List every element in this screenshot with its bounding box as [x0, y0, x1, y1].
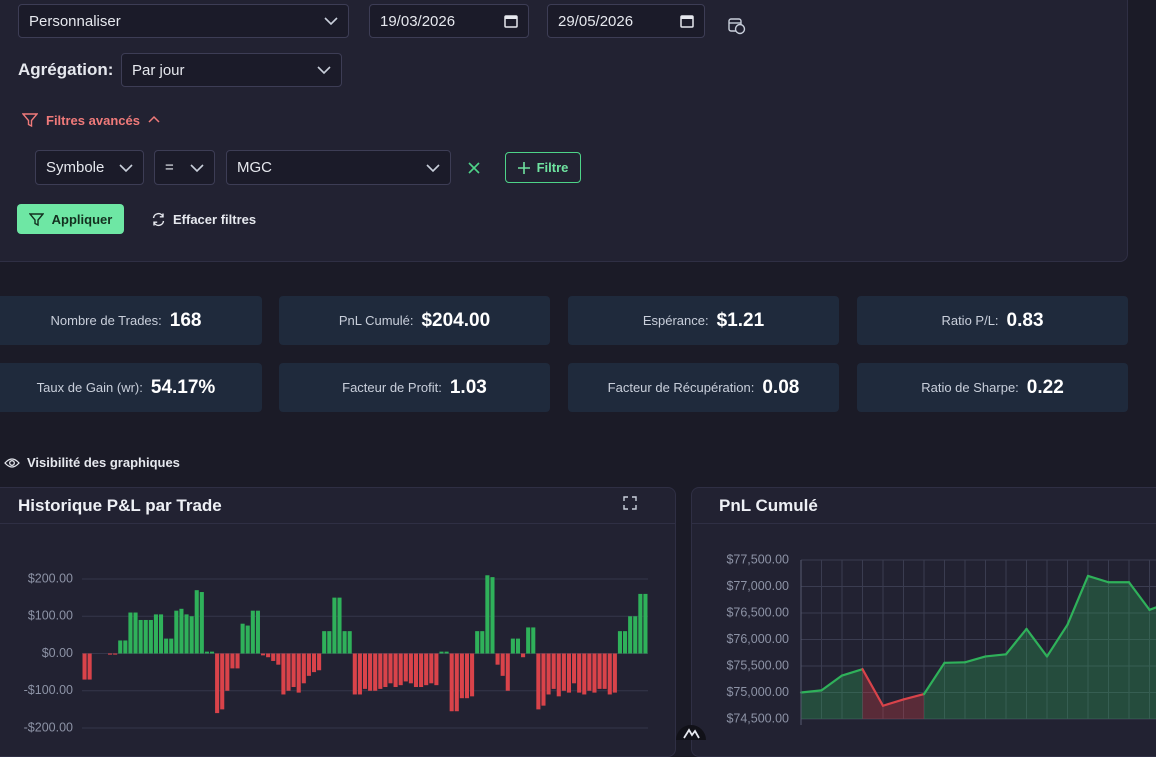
logo-badge	[676, 720, 706, 740]
area-segment	[1129, 582, 1150, 719]
y-tick-label: $76,500.00	[726, 605, 789, 619]
y-tick-label: $75,000.00	[726, 685, 789, 699]
area-segment	[801, 690, 822, 719]
line-segment	[945, 662, 966, 663]
area-segment	[1088, 576, 1109, 719]
y-tick-label: $76,000.00	[726, 632, 789, 646]
line-segment	[1150, 602, 1156, 609]
area-segment	[986, 654, 1007, 719]
area-segment	[1150, 602, 1156, 719]
line-chart: $77,500.00 $77,000.00 $76,500.00 $76,000.00…	[0, 0, 1156, 740]
area-segment	[945, 662, 966, 719]
area-segment	[965, 656, 986, 719]
y-tick-label: $75,500.00	[726, 658, 789, 672]
page: Personnaliser 19/03/2026 29/05/2026 Agré…	[0, 0, 1156, 740]
y-tick-label: $77,000.00	[726, 579, 789, 593]
area-segment	[842, 669, 863, 719]
y-tick-label: $74,500.00	[726, 711, 789, 725]
area-segment	[1109, 582, 1130, 719]
area-segment	[1068, 576, 1089, 719]
y-tick-label: $77,500.00	[726, 552, 789, 566]
